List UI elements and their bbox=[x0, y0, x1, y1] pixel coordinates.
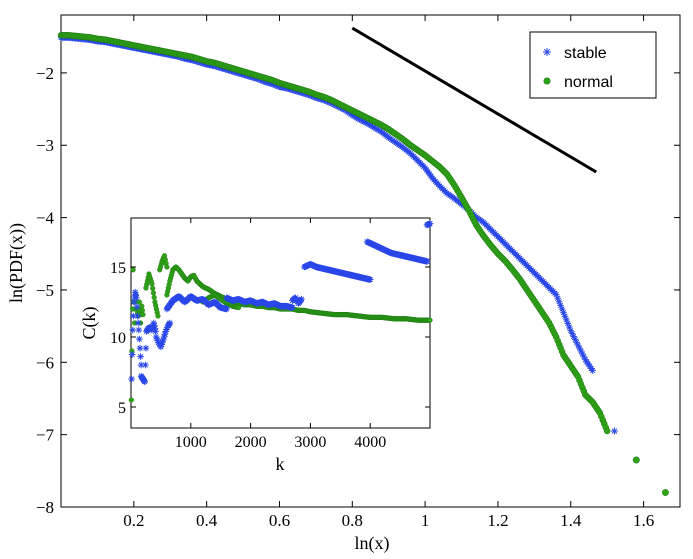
y-tick-label: −7 bbox=[36, 426, 55, 445]
legend-stable-marker bbox=[543, 48, 551, 56]
y-tick-label: −8 bbox=[36, 498, 54, 517]
stable-point bbox=[610, 427, 618, 435]
inset-stable-point bbox=[366, 276, 374, 283]
inset-stable-point bbox=[136, 335, 143, 343]
inset-normal-point bbox=[150, 290, 157, 296]
stable-point bbox=[579, 350, 586, 358]
reference-slope-line bbox=[351, 26, 598, 174]
inset-x-tick-label: 4000 bbox=[354, 434, 386, 451]
inset-y-tick-label: 15 bbox=[110, 260, 126, 277]
legend-normal-marker bbox=[543, 77, 551, 85]
inset-normal-point bbox=[236, 305, 242, 311]
inset-normal-point bbox=[140, 312, 146, 318]
inset-stable-point bbox=[160, 333, 168, 341]
inset-plot-frame bbox=[130, 217, 431, 429]
x-tick-label: 1.4 bbox=[560, 511, 582, 530]
inset-stable-point bbox=[152, 328, 159, 335]
stable-point bbox=[583, 358, 590, 366]
inset-normal-point bbox=[150, 285, 156, 291]
x-tick-label: 1.6 bbox=[633, 511, 654, 530]
inset-stable-point bbox=[298, 295, 305, 303]
inset-x-tick-label: 2000 bbox=[235, 434, 267, 451]
inset-stable-point bbox=[133, 294, 140, 302]
normal-point bbox=[632, 456, 640, 464]
inset-stable-point bbox=[166, 319, 174, 327]
inset-stable-point bbox=[129, 326, 137, 334]
inset-stable-point bbox=[128, 351, 136, 358]
y-tick-label: −6 bbox=[36, 353, 54, 372]
legend-box bbox=[529, 31, 657, 99]
y-tick-label: −5 bbox=[36, 281, 54, 300]
x-tick-label: 0.4 bbox=[196, 511, 218, 530]
inset-stable-point bbox=[135, 326, 143, 334]
stable-point bbox=[589, 367, 596, 374]
normal-point bbox=[603, 427, 611, 435]
stable-point bbox=[576, 344, 583, 352]
y-tick-label: −2 bbox=[36, 64, 54, 83]
x-tick-label: 0.8 bbox=[342, 511, 363, 530]
inset-normal-point bbox=[155, 313, 161, 319]
inset-stable-point bbox=[134, 312, 141, 320]
inset-x-tick-label: 1000 bbox=[175, 434, 207, 451]
inset-normal-point bbox=[128, 397, 134, 403]
normal-point bbox=[661, 489, 669, 496]
inset-x-tick-label: 3000 bbox=[294, 434, 326, 451]
x-tick-label: 0.6 bbox=[269, 511, 290, 530]
inset-stable-point bbox=[128, 375, 135, 383]
inset-stable-point bbox=[423, 258, 431, 265]
inset-normal-point bbox=[151, 294, 157, 301]
inset-y-tick-label: 5 bbox=[118, 400, 126, 417]
inset-stable-point bbox=[137, 353, 144, 360]
x-tick-label: 0.2 bbox=[123, 511, 144, 530]
y-tick-label: −4 bbox=[36, 209, 55, 228]
main-y-axis-label: ln(PDF(x)) bbox=[6, 223, 27, 303]
inset-x-axis-label: k bbox=[276, 454, 285, 474]
inset-normal-point bbox=[136, 299, 142, 305]
main-series-group bbox=[57, 32, 669, 496]
inset-normal-point bbox=[149, 281, 155, 287]
inset-stable-point bbox=[133, 303, 141, 311]
inset-stable-point bbox=[142, 344, 150, 352]
main-x-axis-label: ln(x) bbox=[355, 533, 390, 554]
inset-stable-point bbox=[223, 305, 230, 313]
main-axis-ticks: 0.2 0.4 0.6 0.8 1 1.2 1.4 1.6 −8 −7 −6 −5 −4 −3 −2 bbox=[36, 15, 680, 530]
x-tick-label: 1 bbox=[421, 511, 430, 530]
inset-stable-point bbox=[289, 304, 296, 311]
inset-y-axis-label: C(k) bbox=[79, 307, 100, 340]
inset-normal-point bbox=[427, 317, 433, 323]
inset-axis-ticks: 1000 2000 3000 4000 5 10 15 bbox=[110, 218, 430, 451]
x-tick-label: 1.2 bbox=[487, 511, 508, 530]
inset-stable-point bbox=[136, 344, 144, 352]
inset-y-tick-label: 10 bbox=[110, 330, 126, 347]
inset-stable-point bbox=[159, 336, 167, 344]
inset-stable-point bbox=[134, 319, 142, 327]
legend-stable-star bbox=[543, 48, 551, 56]
inset-stable-point bbox=[141, 378, 149, 386]
inset-series-group bbox=[128, 220, 434, 403]
legend-normal-label: normal bbox=[564, 74, 613, 91]
inset-normal-point bbox=[130, 267, 136, 273]
inset-stable-point bbox=[130, 298, 138, 306]
inset-stable-point bbox=[142, 361, 149, 369]
inset-stable-point bbox=[426, 220, 434, 227]
legend: stable normal bbox=[529, 31, 657, 99]
y-tick-label: −3 bbox=[36, 136, 54, 155]
inset-normal-point bbox=[164, 264, 170, 270]
legend-stable-label: stable bbox=[564, 45, 607, 62]
